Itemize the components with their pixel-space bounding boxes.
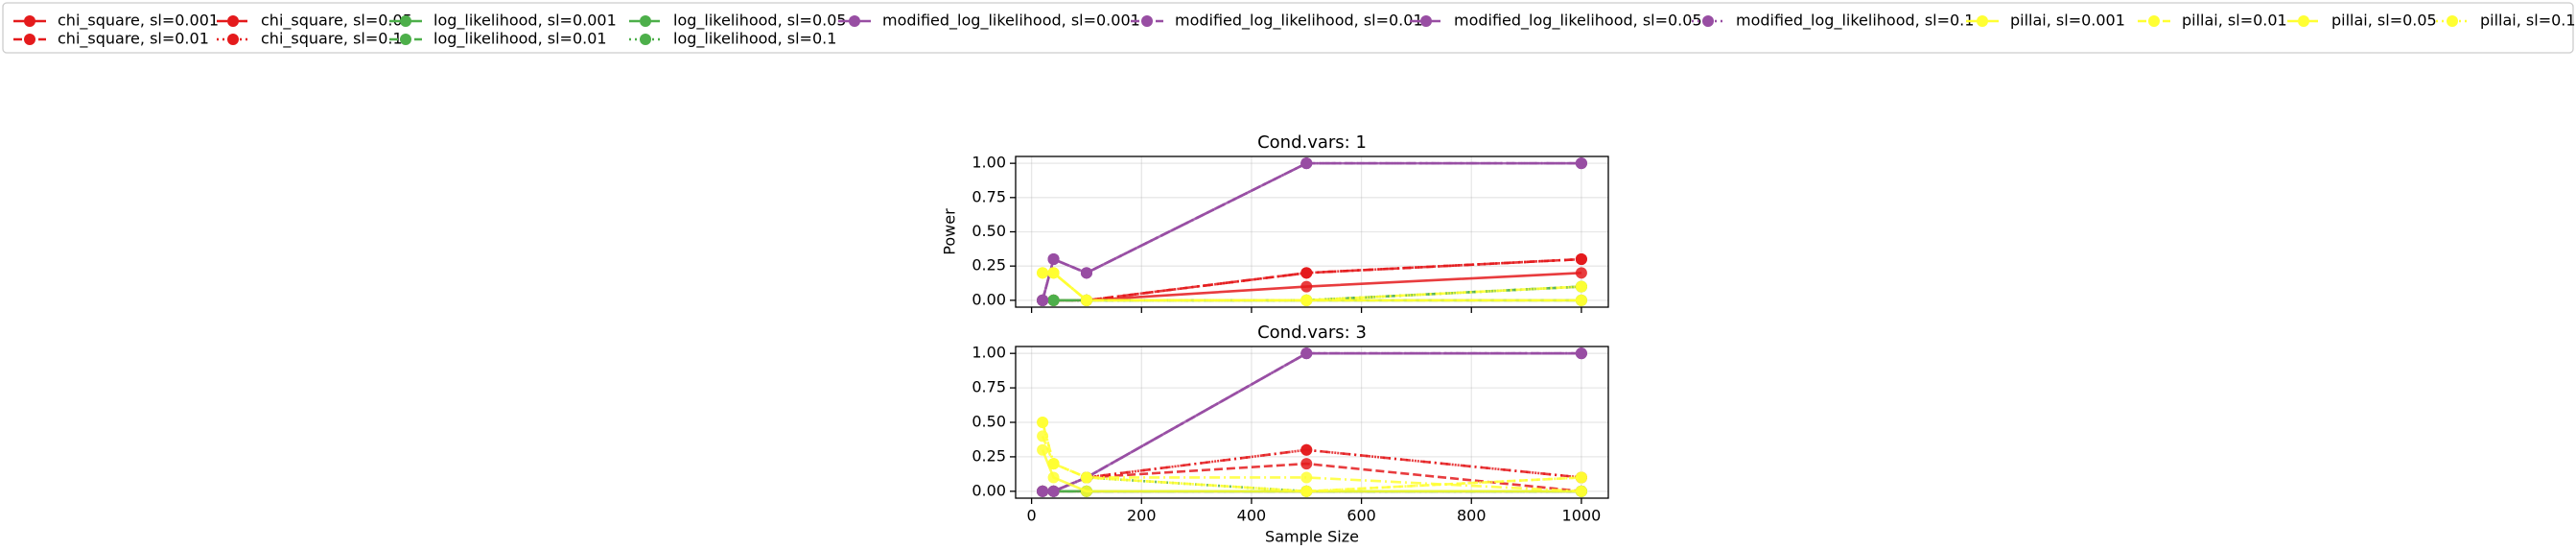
data-point [1300,471,1313,484]
plot-frame [1015,346,1609,499]
data-point [1300,443,1313,456]
legend-label: chi_square, sl=0.001 [58,12,219,31]
data-point [1037,430,1049,442]
data-point [1575,471,1587,484]
legend-marker [400,34,411,45]
legend-label: modified_log_likelihood, sl=0.05 [1454,12,1702,31]
legend-label: log_likelihood, sl=0.05 [673,12,847,31]
legend-label: log_likelihood, sl=0.001 [433,12,617,31]
plot-frame [1015,155,1609,308]
data-point [1080,471,1092,484]
legend-marker [24,34,35,45]
data-point [1575,485,1587,497]
legend-label: chi_square, sl=0.01 [58,30,209,49]
legend-marker [2447,15,2458,27]
x-tick-label: 200 [1127,507,1157,525]
data-point [1080,485,1092,497]
legend-label: chi_square, sl=0.05 [261,12,412,31]
x-tick-label: 1000 [1562,507,1602,525]
series-line [1041,161,1581,301]
x-tick-label: 600 [1347,507,1376,525]
legend-label: pillai, sl=0.1 [2480,12,2576,30]
legend-marker [227,15,239,27]
series-line [1041,421,1581,493]
data-point [1575,267,1587,279]
data-point [1300,485,1313,497]
legend-marker [2298,15,2309,27]
x-tick-label: 0 [1027,507,1037,525]
legend-label: modified_log_likelihood, sl=0.001 [882,12,1140,31]
data-point [1047,294,1060,306]
legend-marker [2148,15,2160,27]
data-point [1047,267,1060,279]
data-point [1575,253,1587,266]
y-tick-label: 0.75 [972,378,1006,396]
data-point [1575,157,1587,170]
y-tick-label: 0.25 [972,446,1006,465]
data-point [1047,471,1060,484]
legend-label: log_likelihood, sl=0.01 [433,30,607,49]
legend-label: pillai, sl=0.05 [2331,12,2437,30]
data-point [1300,458,1313,470]
data-point [1300,347,1313,360]
legend-label: pillai, sl=0.01 [2182,12,2287,30]
legend-marker [640,34,651,45]
x-tick-label: 800 [1457,507,1487,525]
data-point [1300,267,1313,279]
y-tick-label: 0.50 [972,413,1006,431]
data-point [1300,294,1313,306]
legend-label: modified_log_likelihood, sl=0.1 [1736,12,1974,31]
x-axis-label: Sample Size [1265,528,1359,546]
data-point [1047,458,1060,470]
data-point [1080,267,1092,279]
data-point [1037,294,1049,306]
data-point [1037,443,1049,456]
legend-marker [849,15,860,27]
y-tick-label: 1.00 [972,344,1006,362]
data-point [1047,253,1060,266]
data-point [1575,280,1587,293]
subplot-title: Cond.vars: 1 [1257,132,1367,153]
legend-marker [1977,15,1988,27]
legend-label: log_likelihood, sl=0.1 [673,30,836,49]
legend-marker [400,15,411,27]
x-tick-label: 400 [1237,507,1267,525]
data-point [1037,485,1049,497]
legend-marker [1420,15,1432,27]
data-point [1037,267,1049,279]
data-point [1575,294,1587,306]
data-point [1047,485,1060,497]
data-point [1300,157,1313,170]
legend-marker [1702,15,1714,27]
legend-label: pillai, sl=0.001 [2010,12,2125,30]
y-axis-label: Power [941,208,959,255]
y-tick-label: 0.75 [972,187,1006,205]
subplot-title: Cond.vars: 3 [1257,323,1367,343]
data-point [1575,347,1587,360]
legend-label: modified_log_likelihood, sl=0.01 [1175,12,1423,31]
legend-marker [227,34,239,45]
data-point [1037,417,1049,428]
plot-area [1016,156,1608,307]
legend-label: chi_square, sl=0.1 [261,30,403,49]
y-tick-label: 0.50 [972,222,1006,240]
y-tick-label: 1.00 [972,154,1006,172]
legend-marker [640,15,651,27]
legend-marker [24,15,35,27]
data-point [1300,280,1313,293]
y-tick-label: 0.25 [972,256,1006,275]
y-tick-label: 0.00 [972,290,1006,308]
data-point [1080,294,1092,306]
legend-marker [1141,15,1153,27]
y-tick-label: 0.00 [972,481,1006,499]
